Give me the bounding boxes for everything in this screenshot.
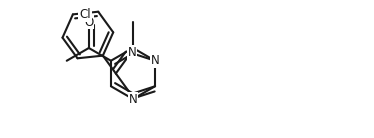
Text: Cl: Cl: [79, 8, 91, 21]
Text: N: N: [151, 54, 160, 67]
Text: N: N: [128, 46, 136, 59]
Text: N: N: [129, 93, 137, 106]
Text: O: O: [84, 15, 94, 29]
